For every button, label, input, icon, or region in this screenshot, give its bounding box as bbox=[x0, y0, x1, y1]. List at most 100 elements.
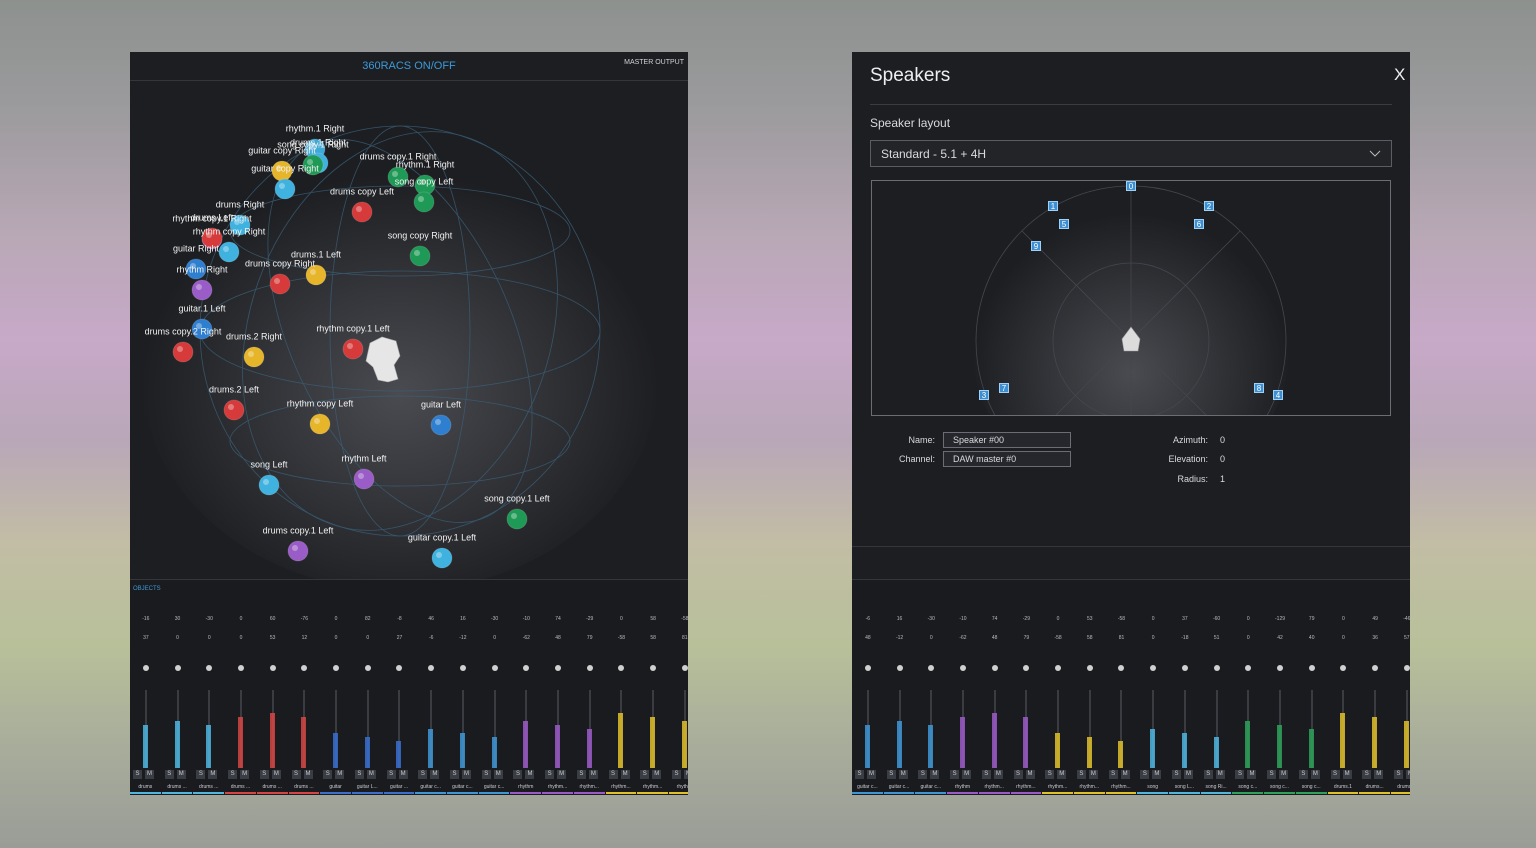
layout-select[interactable]: Standard - 5.1 + 4H bbox=[870, 140, 1392, 167]
speaker-marker[interactable]: 7 bbox=[999, 383, 1009, 393]
mute-button[interactable]: M bbox=[1152, 770, 1162, 779]
mute-button[interactable]: M bbox=[1025, 770, 1035, 779]
solo-button[interactable]: S bbox=[513, 770, 523, 779]
solo-button[interactable]: S bbox=[886, 770, 896, 779]
solo-button[interactable]: S bbox=[1076, 770, 1086, 779]
solo-button[interactable]: S bbox=[576, 770, 586, 779]
mute-button[interactable]: M bbox=[462, 770, 472, 779]
mute-button[interactable]: M bbox=[1374, 770, 1384, 779]
strip-name: guitar c... bbox=[888, 784, 910, 790]
fader-level bbox=[586, 729, 592, 768]
solo-button[interactable]: S bbox=[671, 770, 681, 779]
solo-button[interactable]: S bbox=[608, 770, 618, 779]
mute-button[interactable]: M bbox=[271, 770, 281, 779]
mute-button[interactable]: M bbox=[525, 770, 535, 779]
toggle-title[interactable]: 360RACS ON/OFF bbox=[362, 60, 456, 72]
solo-button[interactable]: S bbox=[323, 770, 333, 779]
solo-button[interactable]: S bbox=[1203, 770, 1213, 779]
speaker-marker[interactable]: 9 bbox=[1031, 241, 1041, 251]
mute-button[interactable]: M bbox=[1247, 770, 1257, 779]
name-select[interactable]: Speaker #00 bbox=[943, 432, 1071, 448]
speaker-marker[interactable]: 6 bbox=[1194, 219, 1204, 229]
solo-button[interactable]: S bbox=[481, 770, 491, 779]
mute-button[interactable]: M bbox=[683, 770, 688, 779]
solo-button[interactable]: S bbox=[354, 770, 364, 779]
mute-button[interactable]: M bbox=[176, 770, 186, 779]
solo-button[interactable]: S bbox=[450, 770, 460, 779]
solo-button[interactable]: S bbox=[981, 770, 991, 779]
solo-button[interactable]: S bbox=[1235, 770, 1245, 779]
solo-button[interactable]: S bbox=[1330, 770, 1340, 779]
mute-button[interactable]: M bbox=[1088, 770, 1098, 779]
solo-button[interactable]: S bbox=[1013, 770, 1023, 779]
mute-button[interactable]: M bbox=[1057, 770, 1067, 779]
knob bbox=[491, 665, 498, 671]
solo-button[interactable]: S bbox=[1108, 770, 1118, 779]
solo-button[interactable]: S bbox=[1172, 770, 1182, 779]
solo-button[interactable]: S bbox=[1045, 770, 1055, 779]
solo-button[interactable]: S bbox=[1362, 770, 1372, 779]
azimuth-value: -10 bbox=[959, 616, 967, 622]
mute-button[interactable]: M bbox=[240, 770, 250, 779]
master-output[interactable]: MASTER OUTPUT bbox=[624, 59, 684, 66]
mute-button[interactable]: M bbox=[1184, 770, 1194, 779]
mute-button[interactable]: M bbox=[366, 770, 376, 779]
mute-button[interactable]: M bbox=[398, 770, 408, 779]
fader-level bbox=[959, 717, 965, 768]
mute-button[interactable]: M bbox=[620, 770, 630, 779]
close-button[interactable]: X bbox=[1394, 65, 1406, 84]
solo-button[interactable]: S bbox=[291, 770, 301, 779]
mute-button[interactable]: M bbox=[303, 770, 313, 779]
object-label: drums.2 Right bbox=[226, 331, 283, 341]
mute-button[interactable]: M bbox=[1120, 770, 1130, 779]
solo-button[interactable]: S bbox=[640, 770, 650, 779]
solo-button[interactable]: S bbox=[855, 770, 864, 779]
solo-button[interactable]: S bbox=[228, 770, 238, 779]
mute-button[interactable]: M bbox=[1310, 770, 1320, 779]
azimuth-label: Azimuth: bbox=[1172, 435, 1208, 445]
mute-button[interactable]: M bbox=[867, 770, 876, 779]
mute-button[interactable]: M bbox=[898, 770, 908, 779]
mute-button[interactable]: M bbox=[993, 770, 1003, 779]
solo-button[interactable]: S bbox=[918, 770, 928, 779]
solo-button[interactable]: S bbox=[386, 770, 396, 779]
channel-select[interactable]: DAW master #0 bbox=[943, 451, 1071, 467]
mute-button[interactable]: M bbox=[930, 770, 940, 779]
solo-button[interactable]: S bbox=[133, 770, 142, 779]
mute-button[interactable]: M bbox=[588, 770, 598, 779]
strip-name: guitar c... bbox=[420, 784, 441, 790]
speaker-marker[interactable]: 4 bbox=[1273, 390, 1283, 400]
mute-button[interactable]: M bbox=[557, 770, 567, 779]
azimuth-value: -58 bbox=[681, 616, 688, 622]
solo-button[interactable]: S bbox=[1298, 770, 1308, 779]
mute-button[interactable]: M bbox=[1279, 770, 1289, 779]
mute-button[interactable]: M bbox=[335, 770, 345, 779]
speaker-marker[interactable]: 5 bbox=[1059, 219, 1069, 229]
azimuth-value: 49 bbox=[1372, 616, 1378, 622]
solo-button[interactable]: S bbox=[1140, 770, 1150, 779]
solo-button[interactable]: S bbox=[1267, 770, 1277, 779]
mute-button[interactable]: M bbox=[493, 770, 503, 779]
mute-button[interactable]: M bbox=[1215, 770, 1225, 779]
solo-button[interactable]: S bbox=[1393, 770, 1403, 779]
solo-button[interactable]: S bbox=[545, 770, 555, 779]
objects-tab[interactable]: OBJECTS bbox=[133, 586, 161, 592]
speaker-marker[interactable]: 2 bbox=[1204, 201, 1214, 211]
speaker-marker[interactable]: 1 bbox=[1048, 201, 1058, 211]
speaker-marker[interactable]: 8 bbox=[1254, 383, 1264, 393]
mute-button[interactable]: M bbox=[208, 770, 218, 779]
object-label: song copy.1 Right bbox=[277, 139, 349, 149]
speaker-marker[interactable]: 0 bbox=[1126, 181, 1136, 191]
mute-button[interactable]: M bbox=[430, 770, 440, 779]
mute-button[interactable]: M bbox=[145, 770, 154, 779]
speaker-marker[interactable]: 3 bbox=[979, 390, 989, 400]
solo-button[interactable]: S bbox=[418, 770, 428, 779]
mute-button[interactable]: M bbox=[1405, 770, 1410, 779]
mute-button[interactable]: M bbox=[1342, 770, 1352, 779]
solo-button[interactable]: S bbox=[164, 770, 174, 779]
solo-button[interactable]: S bbox=[196, 770, 206, 779]
mute-button[interactable]: M bbox=[962, 770, 972, 779]
solo-button[interactable]: S bbox=[259, 770, 269, 779]
solo-button[interactable]: S bbox=[950, 770, 960, 779]
mute-button[interactable]: M bbox=[652, 770, 662, 779]
